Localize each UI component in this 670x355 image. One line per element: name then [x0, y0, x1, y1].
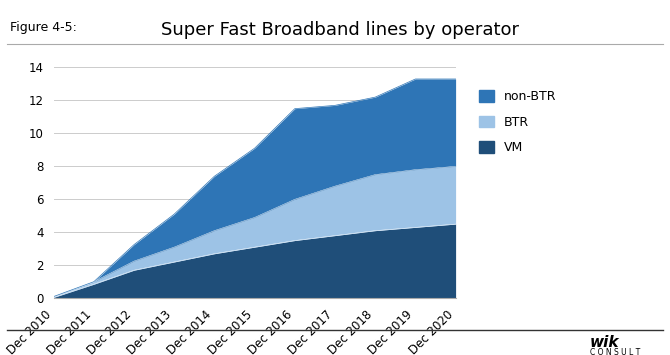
Text: wik: wik: [590, 335, 619, 350]
Text: Figure 4-5:: Figure 4-5:: [10, 21, 77, 34]
Legend: non-BTR, BTR, VM: non-BTR, BTR, VM: [474, 85, 561, 159]
Text: C O N S U L T: C O N S U L T: [590, 348, 640, 355]
Text: Super Fast Broadband lines by operator: Super Fast Broadband lines by operator: [161, 21, 519, 39]
